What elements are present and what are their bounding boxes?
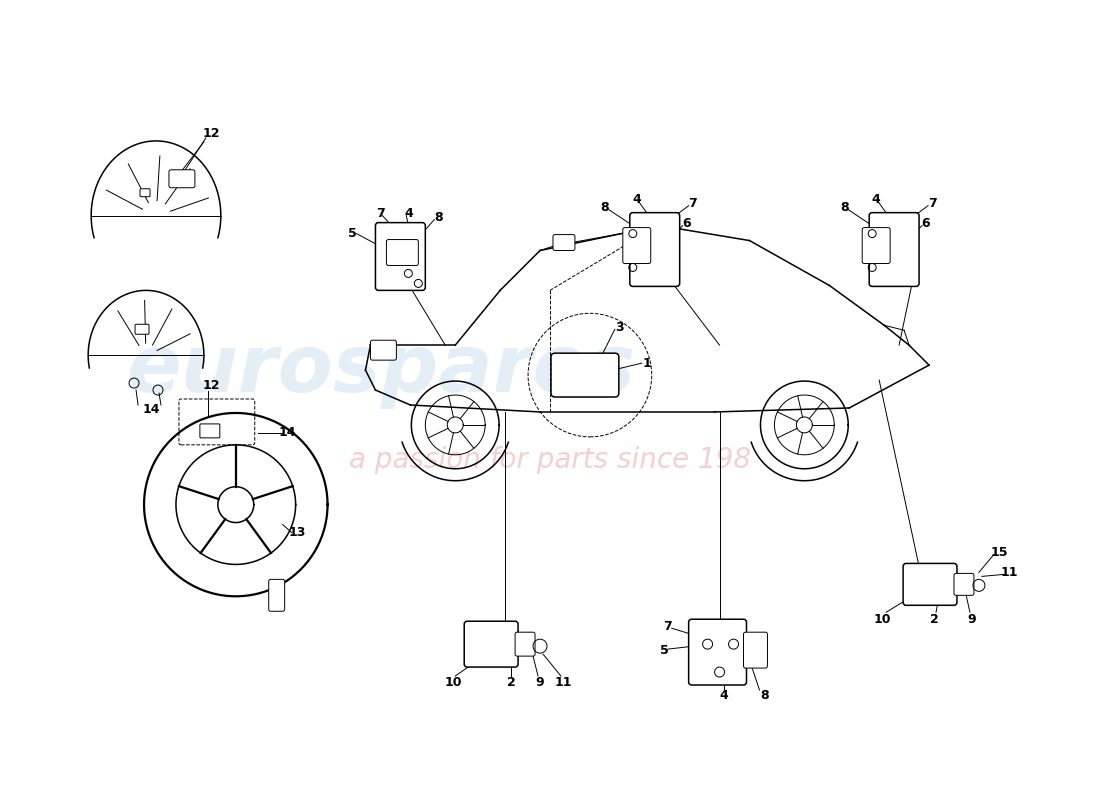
Text: 5: 5 [348,227,356,240]
Text: 15: 15 [990,546,1008,559]
Text: 1: 1 [642,357,651,370]
Text: 8: 8 [434,211,442,224]
FancyBboxPatch shape [140,189,150,197]
Text: 6: 6 [682,217,691,230]
Text: 5: 5 [660,644,669,657]
Text: 3: 3 [616,321,624,334]
Text: 12: 12 [202,378,220,391]
Text: 8: 8 [760,690,769,702]
FancyBboxPatch shape [689,619,747,685]
Text: 4: 4 [404,207,412,220]
Text: 11: 11 [1000,566,1018,579]
FancyBboxPatch shape [630,213,680,286]
Text: 10: 10 [873,613,891,626]
Text: 7: 7 [689,197,697,210]
FancyBboxPatch shape [869,213,920,286]
Text: 14: 14 [279,426,296,439]
FancyBboxPatch shape [551,353,619,397]
Text: 13: 13 [289,526,306,539]
Text: 12: 12 [202,127,220,141]
Text: 7: 7 [927,197,936,210]
Text: 2: 2 [930,613,938,626]
FancyBboxPatch shape [623,228,651,263]
FancyBboxPatch shape [464,622,518,667]
FancyBboxPatch shape [200,424,220,438]
FancyBboxPatch shape [169,170,195,188]
FancyBboxPatch shape [553,234,575,250]
FancyBboxPatch shape [375,222,426,290]
FancyBboxPatch shape [135,324,149,334]
Text: 8: 8 [840,201,848,214]
FancyBboxPatch shape [954,574,974,595]
Text: 11: 11 [554,675,572,689]
Text: 4: 4 [632,193,641,206]
Text: a passion for parts since 198: a passion for parts since 198 [349,446,751,474]
Text: 7: 7 [663,620,672,633]
FancyBboxPatch shape [744,632,768,668]
FancyBboxPatch shape [268,579,285,611]
Text: 6: 6 [922,217,931,230]
Text: 9: 9 [536,675,544,689]
FancyBboxPatch shape [386,239,418,266]
FancyBboxPatch shape [903,563,957,606]
Text: 4: 4 [872,193,880,206]
Text: 8: 8 [601,201,609,214]
Text: 4: 4 [719,690,728,702]
FancyBboxPatch shape [862,228,890,263]
FancyBboxPatch shape [515,632,535,656]
Text: 14: 14 [142,403,160,417]
Text: eurospares: eurospares [125,331,635,409]
FancyBboxPatch shape [371,340,396,360]
Text: 9: 9 [968,613,976,626]
Text: 10: 10 [444,675,462,689]
Text: 2: 2 [507,675,516,689]
Text: 7: 7 [376,207,385,220]
